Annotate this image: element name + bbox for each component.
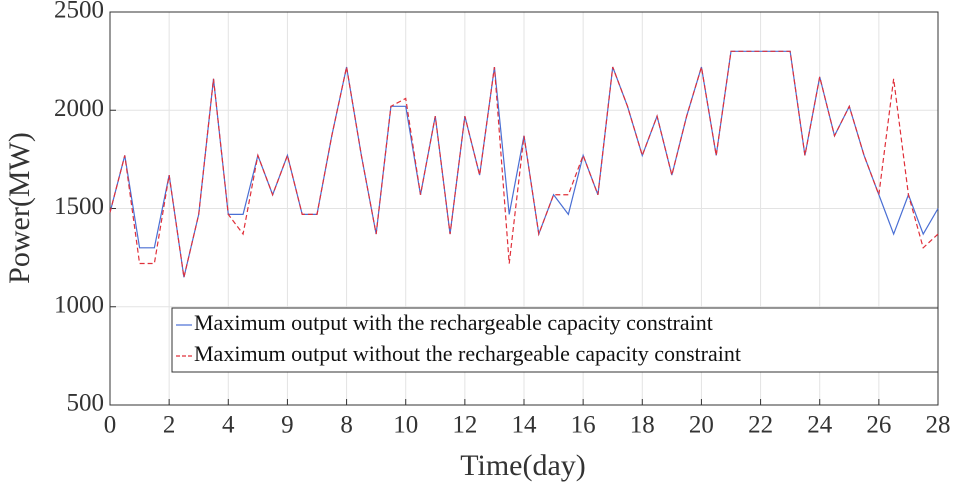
y-tick-label: 500 (67, 390, 105, 417)
series-line (109, 50, 939, 278)
x-tick-label: 9 (281, 412, 294, 439)
y-tick-label: 1000 (54, 291, 104, 318)
x-tick-label: 18 (630, 412, 655, 439)
x-tick-label: 16 (571, 412, 596, 439)
x-tick-label: 28 (926, 412, 951, 439)
x-tick-label: 24 (807, 412, 833, 439)
legend-label: Maximum output with the rechargeable cap… (194, 310, 713, 335)
y-tick-label: 2000 (54, 95, 104, 122)
x-tick-label: 14 (512, 412, 538, 439)
x-tick-label: 10 (393, 412, 418, 439)
x-tick-label: 12 (452, 412, 477, 439)
y-tick-label: 1500 (54, 193, 104, 220)
x-tick-label: 8 (340, 412, 353, 439)
x-tick-label: 0 (104, 412, 117, 439)
x-axis-title: Time(day) (460, 449, 586, 482)
x-tick-label: 20 (689, 412, 714, 439)
y-tick-label: 2500 (54, 0, 104, 24)
legend-label: Maximum output without the rechargeable … (194, 341, 741, 366)
x-tick-label: 26 (866, 412, 891, 439)
x-tick-label: 22 (748, 412, 773, 439)
legend-box (171, 307, 939, 373)
x-tick-label: 4 (222, 412, 235, 439)
x-tick-label: 2 (163, 412, 176, 439)
y-axis-title: Power(MW) (3, 132, 36, 284)
